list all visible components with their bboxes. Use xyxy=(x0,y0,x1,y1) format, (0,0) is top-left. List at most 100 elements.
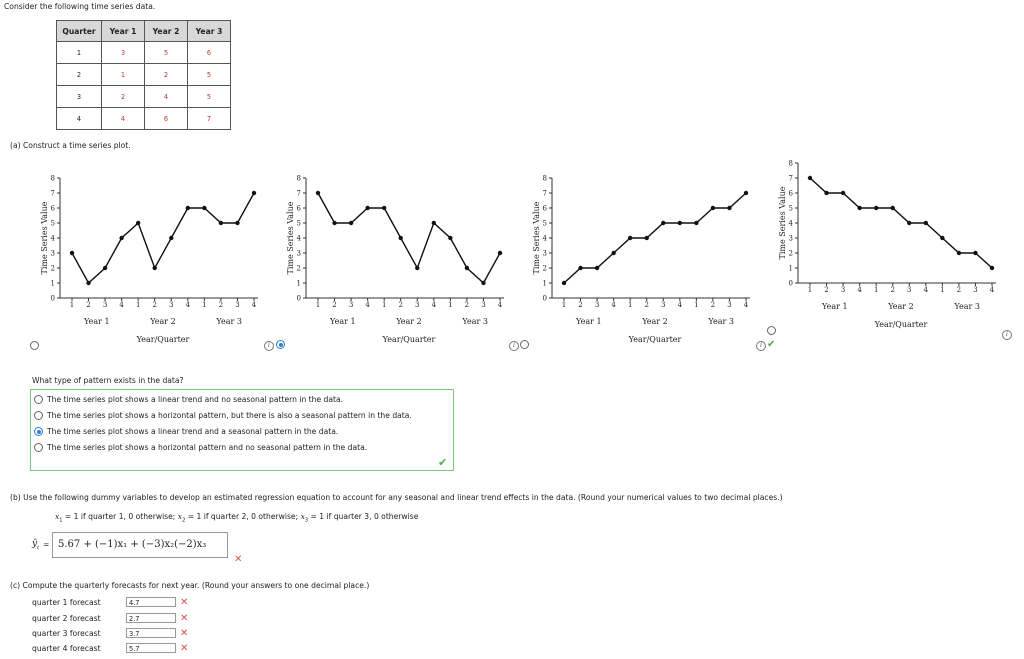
y-tick-label: 4 xyxy=(543,235,548,243)
quarter-tick-label: 1 xyxy=(136,301,140,309)
part-b-label: (b) Use the following dummy variables to… xyxy=(10,493,783,502)
y-tick-label: 3 xyxy=(543,250,547,258)
y-tick-label: 2 xyxy=(297,265,301,273)
plot-option-4-radio[interactable] xyxy=(767,326,776,335)
data-point xyxy=(611,250,616,256)
data-point xyxy=(644,235,649,241)
quarter-tick-label: 3 xyxy=(661,301,665,309)
year-label: Year 3 xyxy=(215,317,242,326)
y-tick-label: 7 xyxy=(297,190,301,198)
pattern-option-2-label[interactable]: The time series plot shows a horizontal … xyxy=(47,411,412,420)
pattern-option-3-label[interactable]: The time series plot shows a linear tren… xyxy=(47,427,339,436)
x-axis-label: Year/Quarter xyxy=(628,335,682,344)
data-point xyxy=(135,220,141,226)
y-tick-label: 0 xyxy=(543,295,547,303)
forecast-q2-input[interactable]: 2.7 xyxy=(126,613,176,623)
y-tick-label: 1 xyxy=(543,280,547,288)
data-point xyxy=(218,220,224,226)
quarter-tick-label: 2 xyxy=(957,286,961,294)
plot-option-1-radio[interactable] xyxy=(30,341,39,350)
y-tick-label: 7 xyxy=(789,175,793,183)
year-label: Year 2 xyxy=(395,317,422,326)
info-icon[interactable]: i xyxy=(756,341,766,351)
y-tick-label: 2 xyxy=(789,250,793,258)
data-point xyxy=(448,235,453,241)
quarter-tick-label: 2 xyxy=(578,301,582,309)
data-point xyxy=(185,205,191,211)
pattern-option-4-radio[interactable] xyxy=(34,443,43,452)
data-point xyxy=(907,220,912,226)
dummy-x2-text: = 1 if quarter 2, 0 otherwise; xyxy=(187,512,301,521)
y-tick-label: 0 xyxy=(297,295,301,303)
x-axis-label: Year/Quarter xyxy=(136,335,190,344)
pattern-option-1-label[interactable]: The time series plot shows a linear tren… xyxy=(47,395,344,404)
data-point xyxy=(119,235,124,241)
quarter-tick-label: 3 xyxy=(841,286,845,294)
pattern-option-4-label[interactable]: The time series plot shows a horizontal … xyxy=(47,443,368,452)
incorrect-x-icon: ✕ xyxy=(180,597,189,608)
quarter-tick-label: 1 xyxy=(562,301,566,309)
y-tick-label: 1 xyxy=(789,265,793,273)
y-tick-label: 6 xyxy=(297,205,302,213)
year-label: Year 1 xyxy=(83,317,110,326)
part-a-label: (a) Construct a time series plot. xyxy=(10,141,131,150)
check-mark-icon: ✔ xyxy=(438,456,448,469)
table-cell: 2 xyxy=(56,63,102,86)
quarter-tick-label: 3 xyxy=(169,301,173,309)
dummy-x3-text: = 1 if quarter 3, 0 otherwise xyxy=(310,512,419,521)
data-point xyxy=(86,280,91,286)
table-row: 3 2 4 5 xyxy=(56,85,231,108)
pattern-option-2-radio[interactable] xyxy=(34,411,43,420)
data-point xyxy=(348,220,354,226)
y-tick-label: 8 xyxy=(543,175,547,183)
y-axis-label: Time Series Value xyxy=(532,201,541,274)
table-header-quarter: Quarter xyxy=(56,20,102,42)
quarter-tick-label: 1 xyxy=(694,301,698,309)
table-cell: 2 xyxy=(101,85,145,108)
y-tick-label: 6 xyxy=(789,190,794,198)
table-header-year1: Year 1 xyxy=(101,20,145,42)
data-point xyxy=(398,235,403,241)
pattern-option-1-radio[interactable] xyxy=(34,395,43,404)
quarter-tick-label: 1 xyxy=(940,286,944,294)
data-point xyxy=(152,265,157,271)
info-icon[interactable]: i xyxy=(509,341,519,351)
y-tick-label: 3 xyxy=(51,250,55,258)
check-mark-icon: ✔ xyxy=(767,339,776,350)
data-point xyxy=(694,220,699,226)
forecast-q2-label: quarter 2 forecast xyxy=(32,614,101,623)
quarter-tick-label: 4 xyxy=(365,301,370,309)
quarter-tick-label: 4 xyxy=(678,301,683,309)
y-tick-label: 3 xyxy=(297,250,301,258)
y-axis-label: Time Series Value xyxy=(778,186,787,259)
data-point xyxy=(661,220,666,226)
data-point xyxy=(481,280,486,286)
plot-option-3-radio[interactable] xyxy=(520,340,529,349)
y-tick-label: 7 xyxy=(543,190,547,198)
forecast-q3-label: quarter 3 forecast xyxy=(32,629,101,638)
info-icon[interactable]: i xyxy=(264,341,274,351)
x-axis-label: Year/Quarter xyxy=(874,320,928,329)
year-label: Year 1 xyxy=(821,302,848,311)
y-tick-label: 7 xyxy=(51,190,55,198)
table-cell: 1 xyxy=(56,41,102,64)
table-cell: 4 xyxy=(144,85,188,108)
table-row: 2 1 2 5 xyxy=(56,63,231,86)
data-point xyxy=(365,205,370,211)
forecast-q4-label: quarter 4 forecast xyxy=(32,644,101,653)
forecast-q4-input[interactable]: 5.7 xyxy=(126,643,176,653)
plot-option-2-radio[interactable] xyxy=(276,340,285,349)
pattern-option-3-radio[interactable] xyxy=(34,427,43,436)
info-icon[interactable]: i xyxy=(1002,330,1012,340)
year-label: Year 2 xyxy=(887,302,914,311)
forecast-q1-input[interactable]: 4.7 xyxy=(126,597,176,607)
regression-equation-input[interactable]: 5.67 + (−1)x₁ + (−3)x₂(−2)x₃ xyxy=(52,532,228,558)
y-tick-label: 6 xyxy=(51,205,56,213)
quarter-tick-label: 2 xyxy=(644,301,648,309)
forecast-q3-input[interactable]: 3.7 xyxy=(126,628,176,638)
data-point xyxy=(497,250,503,256)
data-point xyxy=(464,265,470,271)
table-cell: 4 xyxy=(56,107,102,130)
table-row: 1 3 5 6 xyxy=(56,41,231,64)
